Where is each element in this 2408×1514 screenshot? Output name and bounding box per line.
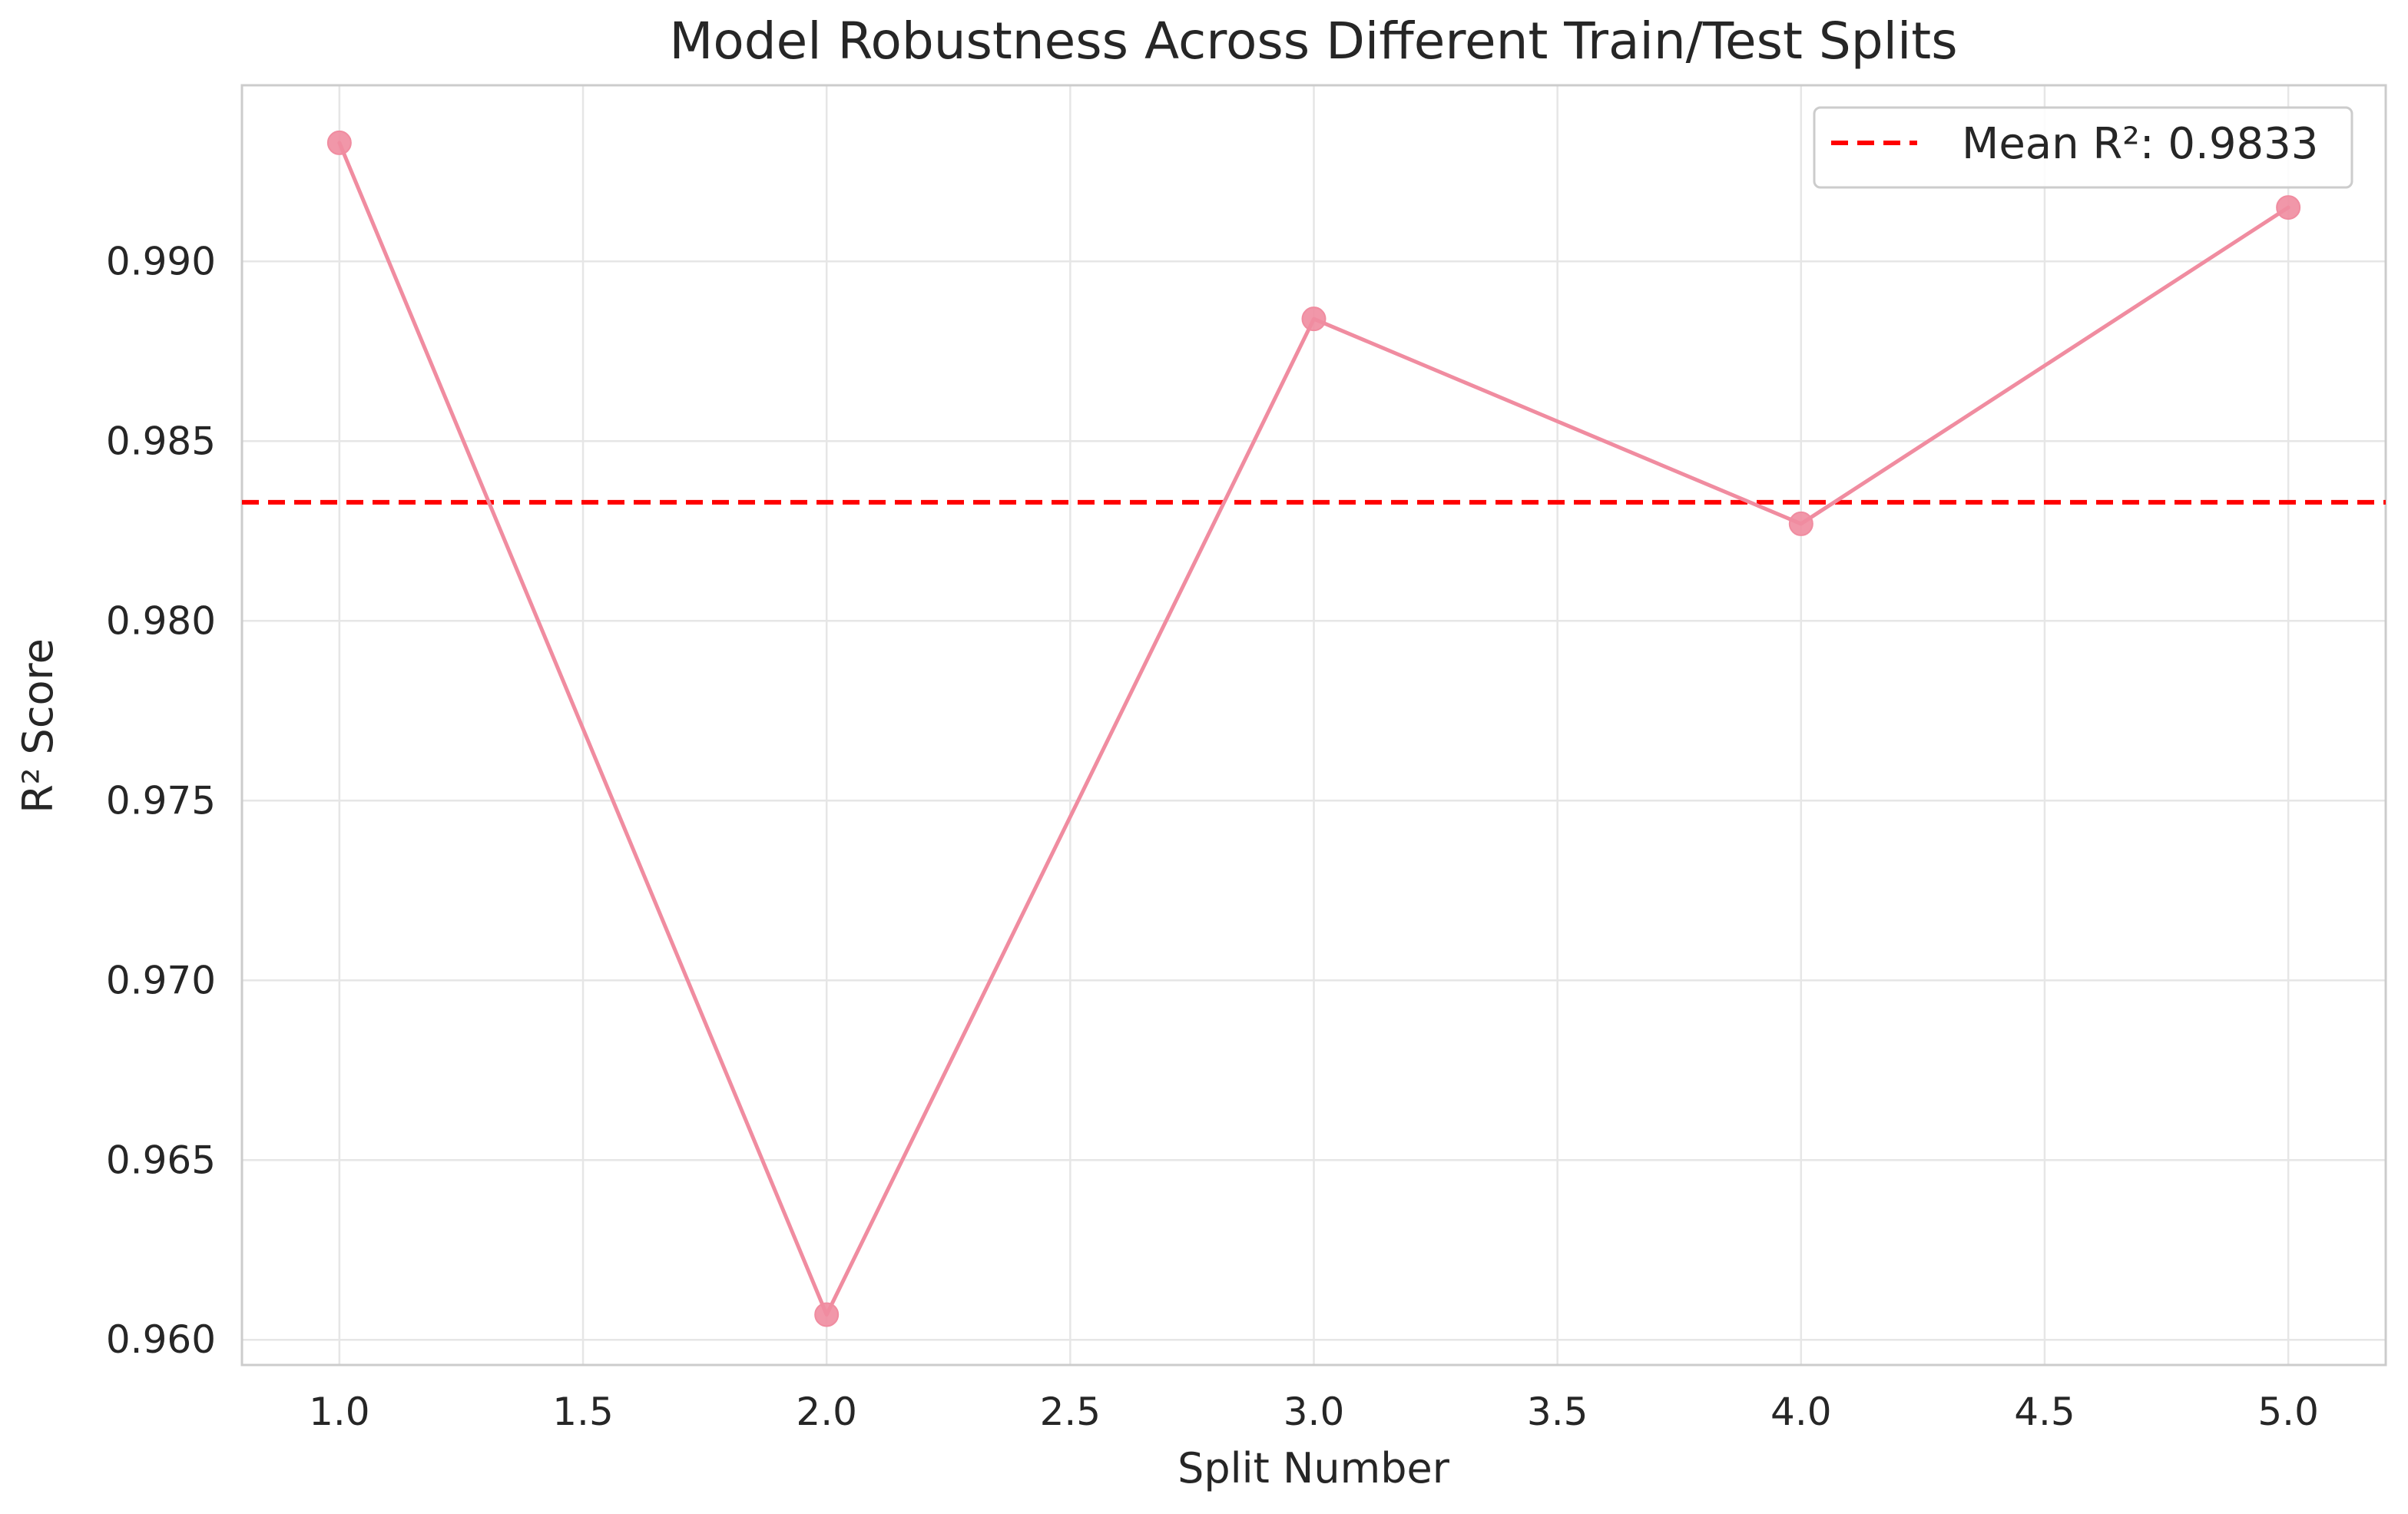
- x-tick-label: 5.0: [2257, 1390, 2319, 1434]
- y-tick-label: 0.990: [106, 239, 216, 283]
- data-point: [1788, 511, 1813, 536]
- chart-title: Model Robustness Across Different Train/…: [669, 12, 1957, 71]
- legend-box: [1813, 106, 2353, 189]
- x-tick-label: 1.0: [309, 1390, 370, 1434]
- legend-label: Mean R²: 0.9833: [1962, 119, 2318, 169]
- tick-labels: 1.0 1.5 2.0 2.5 3.0 3.5 4.0 4.5 5.0 0.960 0.965 0.9…: [106, 239, 2319, 1434]
- y-tick-label: 0.960: [106, 1317, 216, 1362]
- legend: Mean R²: 0.9833: [1813, 106, 2353, 189]
- grid: [242, 85, 2386, 1365]
- x-tick-label: 3.0: [1283, 1390, 1345, 1434]
- plot-frame: [240, 84, 2387, 1367]
- x-tick-label: 4.5: [2014, 1390, 2075, 1434]
- data-point: [2276, 195, 2301, 220]
- y-axis-title: R² Score: [14, 638, 62, 813]
- data-point: [326, 130, 352, 155]
- data-point: [814, 1302, 840, 1327]
- x-tick-label: 2.0: [796, 1390, 857, 1434]
- x-axis-title: Split Number: [1178, 1444, 1450, 1492]
- data-series: [326, 130, 2301, 1327]
- plot-area-border: [240, 84, 2387, 1367]
- x-tick-label: 2.5: [1040, 1390, 1101, 1434]
- x-tick-label: 4.0: [1770, 1390, 1832, 1434]
- x-tick-label: 3.5: [1527, 1390, 1588, 1434]
- y-tick-label: 0.985: [106, 419, 216, 463]
- y-tick-label: 0.975: [106, 778, 216, 823]
- x-tick-label: 1.5: [552, 1390, 614, 1434]
- y-tick-label: 0.970: [106, 958, 216, 1002]
- data-point: [1301, 306, 1327, 332]
- y-tick-label: 0.980: [106, 598, 216, 643]
- y-tick-label: 0.965: [106, 1138, 216, 1182]
